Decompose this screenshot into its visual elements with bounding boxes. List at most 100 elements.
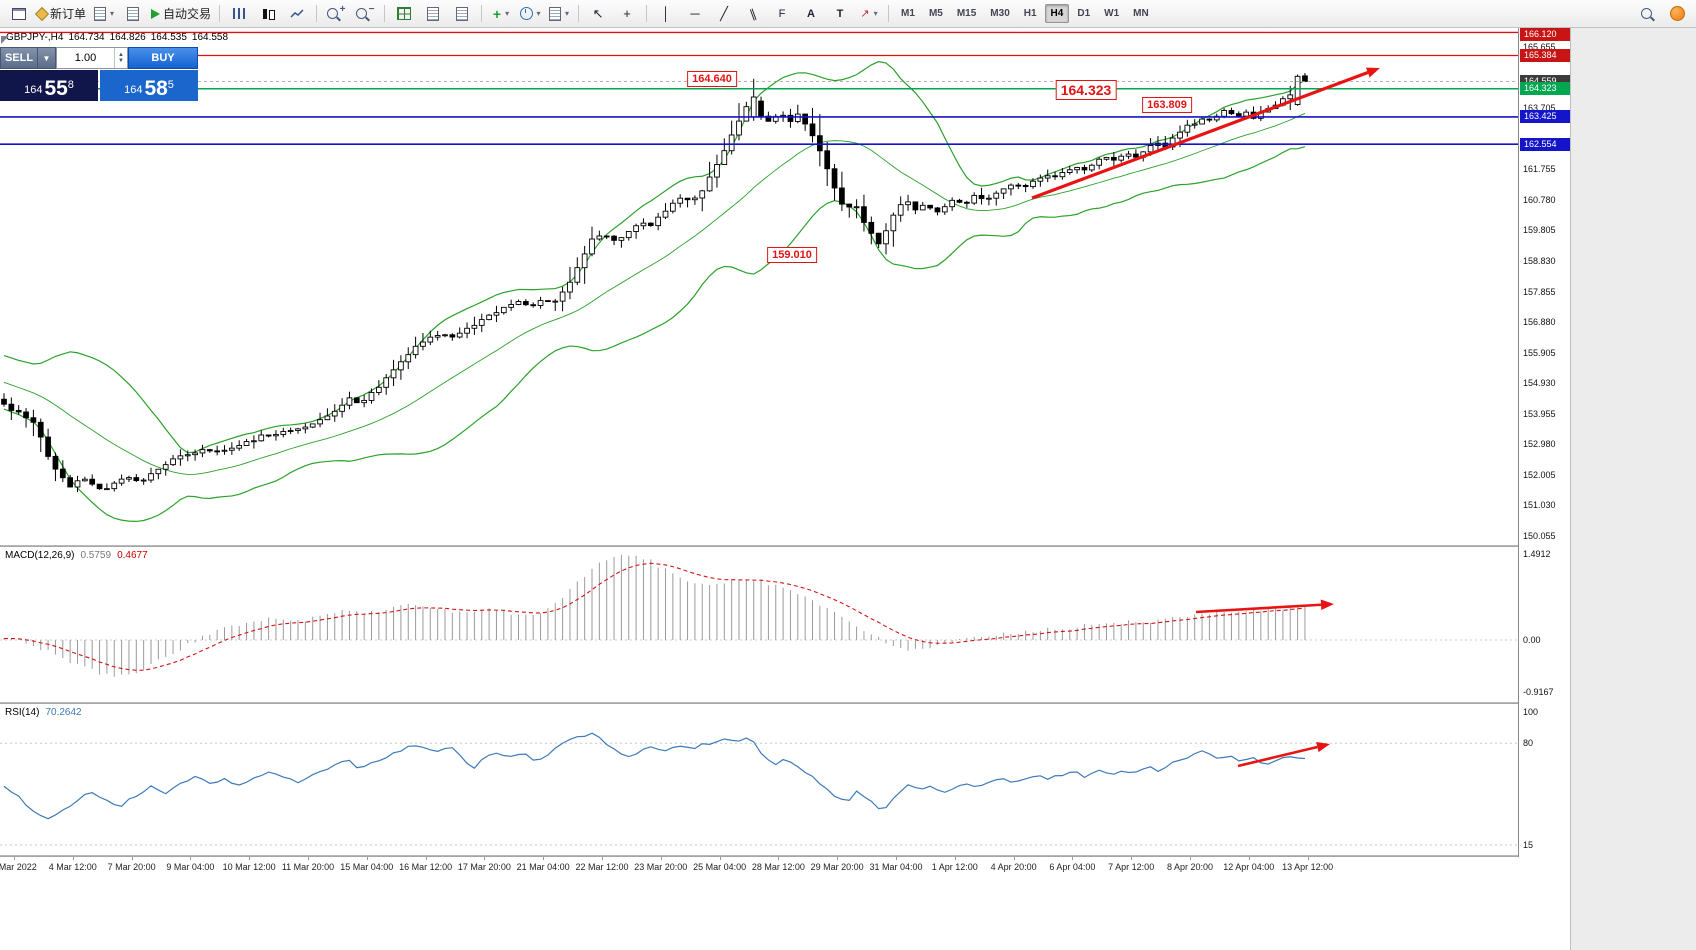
timeframe-button-m15[interactable]: M15: [956, 8, 977, 19]
time-label: 9 Mar 04:00: [166, 862, 215, 872]
channel-icon: ∥: [747, 5, 759, 22]
autotrading-button[interactable]: 自动交易: [148, 3, 214, 25]
time-tick: [425, 857, 427, 860]
timeframe-button-m30[interactable]: M30: [990, 8, 1010, 19]
clock-icon: [519, 7, 533, 20]
timeframe-button-h4[interactable]: H4: [1044, 4, 1070, 23]
horizontal-level-lines[interactable]: [0, 31, 1518, 146]
price-annotation-label[interactable]: 164.323: [1055, 80, 1117, 100]
trade-panel-toggle[interactable]: [1, 36, 9, 44]
arrows-tool[interactable]: ↗ ▾: [855, 3, 883, 25]
cursor-tool-button[interactable]: ↖: [584, 3, 612, 25]
timeframe-button-m5[interactable]: M5: [928, 8, 943, 19]
timeframe-button-w1[interactable]: W1: [1104, 8, 1120, 19]
period-button[interactable]: ▾: [516, 3, 544, 25]
zoom-out-icon: [355, 8, 367, 19]
crosshair-tool-button[interactable]: +: [613, 3, 641, 25]
step-down-icon[interactable]: ▼: [118, 58, 124, 64]
volume-stepper[interactable]: ▲ ▼: [114, 48, 127, 68]
price-annotation-label[interactable]: 164.640: [687, 71, 737, 87]
zoom-out-button[interactable]: −: [351, 3, 379, 25]
price-tick-label: 151.030: [1523, 500, 1556, 511]
trend-arrow[interactable]: [1031, 67, 1380, 200]
search-icon: [1641, 8, 1652, 19]
pane-splitter[interactable]: [0, 855, 1570, 857]
buy-price-button[interactable]: 164 58 5: [100, 70, 198, 101]
macd-axis-label: -0.9167: [1523, 687, 1554, 697]
one-click-trading-panel: SELL ▼ 1.00 ▲ ▼ BUY 164 55 8 164 58 5: [0, 47, 198, 101]
zoom-in-button[interactable]: +: [322, 3, 350, 25]
channel-tool[interactable]: ∥: [739, 3, 767, 25]
tile-windows-icon: [397, 7, 412, 20]
search-button[interactable]: [1634, 3, 1662, 25]
price-level-badge: 162.554: [1520, 137, 1570, 151]
buy-button[interactable]: BUY: [128, 47, 198, 69]
rsi-indicator-pane[interactable]: [0, 704, 1518, 855]
toolbar-separator: [219, 5, 221, 22]
notifications-button[interactable]: [1663, 3, 1691, 25]
macd-arrow[interactable]: [1195, 599, 1334, 614]
buy-price-big: 58: [144, 77, 168, 100]
chart-window[interactable]: GBPJPY-,H4 164.734 164.826 164.535 164.558 S…: [0, 28, 1570, 950]
price-annotation-label[interactable]: 159.010: [767, 247, 817, 263]
new-chart-button[interactable]: [5, 3, 33, 25]
price-level-badge: 166.120: [1520, 28, 1570, 41]
time-label: 4 Mar 2022: [0, 862, 37, 872]
template-button[interactable]: ▾: [545, 3, 573, 25]
sell-price-button[interactable]: 164 55 8: [0, 70, 98, 101]
line-chart-button[interactable]: [283, 3, 311, 25]
bar-chart-button[interactable]: [225, 3, 253, 25]
timeframe-button-d1[interactable]: D1: [1077, 8, 1091, 19]
rsi-axis-label: 80: [1523, 738, 1534, 748]
trade-panel-dropdown[interactable]: ▼: [38, 47, 56, 69]
text-tool[interactable]: A: [797, 3, 825, 25]
label-tool[interactable]: T: [826, 3, 854, 25]
time-label: 10 Mar 12:00: [222, 862, 276, 872]
time-axis[interactable]: 4 Mar 2022 4 Mar 12:00 7 Mar 20:00 9 Mar 04…: [0, 857, 1570, 885]
rsi-line: [3, 732, 1305, 820]
sell-button[interactable]: SELL: [0, 47, 38, 69]
trendline-tool[interactable]: ╱: [710, 3, 738, 25]
macd-label: MACD(12,26,9) 0.5759 0.4677: [5, 550, 148, 561]
new-order-button[interactable]: 新订单: [34, 3, 89, 25]
price-annotation-label[interactable]: 163.809: [1142, 97, 1192, 113]
navigator-button[interactable]: [448, 3, 476, 25]
time-label: 21 Mar 04:00: [516, 862, 570, 872]
pane-splitter[interactable]: [0, 545, 1570, 547]
rsi-axis-label: 100: [1523, 707, 1539, 717]
vertical-line-icon: │: [661, 6, 671, 21]
price-tick-label: 158.830: [1523, 255, 1556, 266]
toolbar-separator: [481, 5, 483, 22]
chevron-down-icon: ▾: [505, 9, 510, 18]
price-tick-label: 152.980: [1523, 439, 1556, 450]
time-label: 29 Mar 20:00: [810, 862, 864, 872]
candlestick-chart-button[interactable]: [254, 3, 282, 25]
add-indicator-button[interactable]: + ▾: [487, 3, 515, 25]
time-tick: [1307, 857, 1309, 860]
rsi-arrow[interactable]: [1237, 741, 1330, 768]
tile-windows-button[interactable]: [390, 3, 418, 25]
plus-sign: +: [339, 4, 346, 15]
chart-profiles-button[interactable]: ▾: [90, 3, 118, 25]
pane-splitter[interactable]: [0, 702, 1570, 704]
horizontal-line-tool[interactable]: ─: [681, 3, 709, 25]
time-label: 13 Apr 12:00: [1282, 862, 1334, 872]
terminal-panel-button[interactable]: [119, 3, 147, 25]
toolbar-separator: [578, 5, 580, 22]
step-up-icon[interactable]: ▲: [118, 52, 124, 58]
price-chart-pane[interactable]: [0, 28, 1518, 545]
price-axis[interactable]: 165.655 163.705 161.755 160.780 159.805 158.8…: [1518, 28, 1570, 885]
macd-indicator-pane[interactable]: [0, 547, 1518, 702]
price-level-badge: 164.323: [1520, 82, 1570, 96]
timeframe-button-h1[interactable]: H1: [1023, 8, 1037, 19]
fibonacci-tool[interactable]: F: [768, 3, 796, 25]
timeframe-button-m1[interactable]: M1: [901, 8, 915, 19]
add-indicator-icon: +: [492, 5, 502, 22]
time-tick: [896, 857, 897, 860]
toolbar-separator: [646, 5, 648, 22]
data-window-button[interactable]: [419, 3, 447, 25]
volume-input[interactable]: 1.00 ▲ ▼: [56, 47, 128, 69]
timeframe-button-mn[interactable]: MN: [1133, 8, 1149, 19]
vertical-line-tool[interactable]: │: [652, 3, 680, 25]
